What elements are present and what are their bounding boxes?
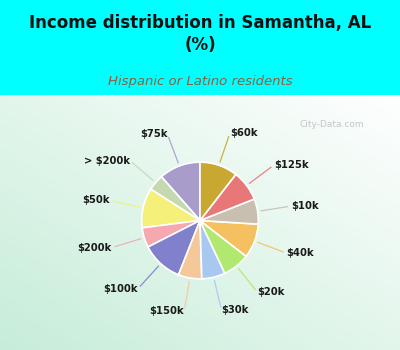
Wedge shape [200, 220, 258, 256]
Text: $50k: $50k [82, 195, 110, 205]
Text: $10k: $10k [291, 201, 319, 211]
Wedge shape [151, 177, 200, 220]
Wedge shape [142, 189, 200, 228]
Wedge shape [200, 199, 258, 224]
Text: $20k: $20k [258, 287, 285, 298]
Text: $150k: $150k [150, 306, 184, 316]
Text: $40k: $40k [286, 248, 314, 258]
Text: City-Data.com: City-Data.com [300, 120, 365, 129]
Wedge shape [148, 220, 200, 275]
Wedge shape [142, 220, 200, 247]
Text: $125k: $125k [274, 160, 308, 170]
Text: $75k: $75k [140, 129, 168, 139]
Text: $100k: $100k [104, 284, 138, 294]
Wedge shape [200, 174, 254, 220]
Wedge shape [178, 220, 202, 279]
Text: $60k: $60k [230, 128, 257, 138]
Wedge shape [162, 162, 200, 220]
Text: Income distribution in Samantha, AL
(%): Income distribution in Samantha, AL (%) [29, 14, 371, 54]
Wedge shape [200, 220, 225, 279]
Text: Hispanic or Latino residents: Hispanic or Latino residents [108, 75, 292, 88]
Text: $30k: $30k [222, 305, 249, 315]
Text: > $200k: > $200k [84, 156, 130, 166]
Wedge shape [200, 162, 236, 220]
Text: $200k: $200k [78, 243, 112, 253]
Wedge shape [200, 220, 246, 273]
